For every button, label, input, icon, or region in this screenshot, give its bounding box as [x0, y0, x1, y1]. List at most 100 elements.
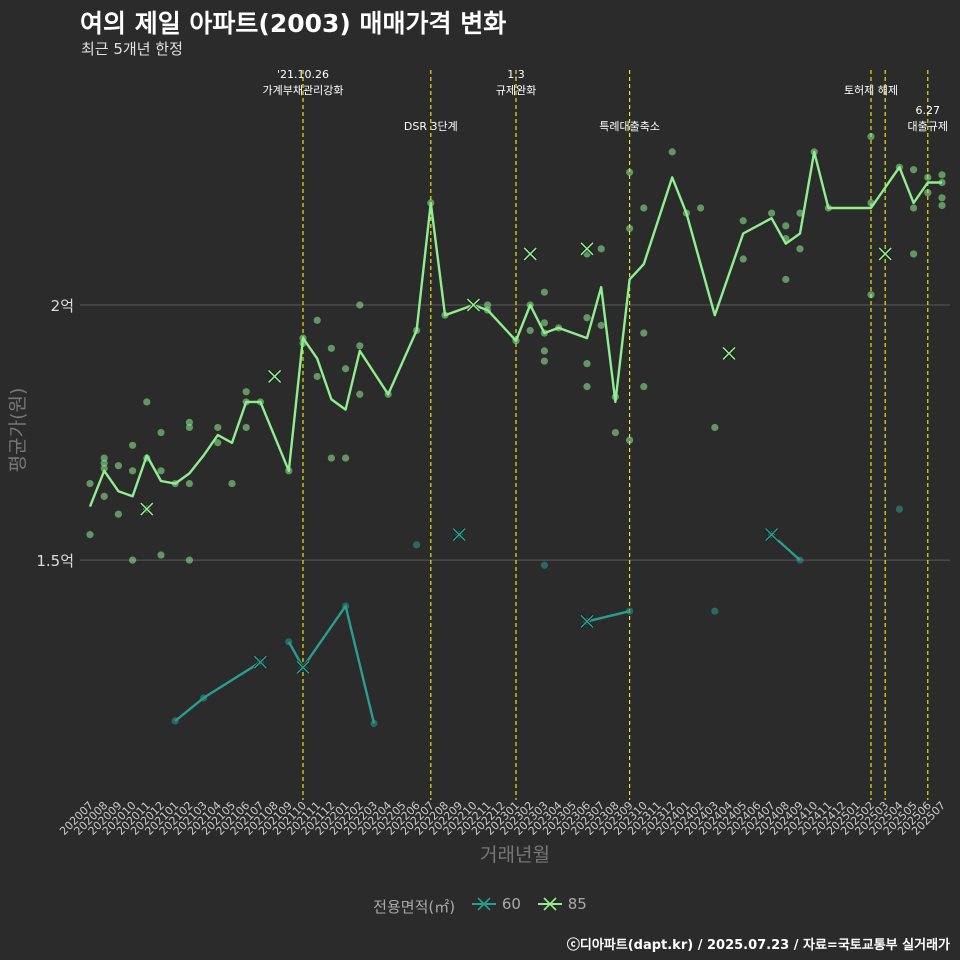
cross-marker-60 — [764, 527, 779, 542]
data-point-85 — [356, 390, 364, 398]
data-point-85 — [86, 479, 94, 488]
data-point-85 — [526, 326, 534, 335]
data-point-60 — [370, 719, 378, 728]
chart-subtitle: 최근 5개년 한정 — [81, 40, 183, 58]
data-point-60 — [540, 561, 549, 569]
data-point-85 — [796, 245, 804, 253]
data-point-85 — [356, 342, 364, 350]
data-point-85 — [540, 347, 549, 355]
data-point-85 — [924, 173, 932, 181]
data-point-85 — [356, 301, 364, 309]
data-point-85 — [626, 224, 634, 233]
y-tick-label: 2억 — [51, 297, 74, 315]
data-point-85 — [910, 166, 918, 174]
data-point-60 — [413, 541, 421, 549]
data-point-85 — [938, 201, 946, 210]
data-point-85 — [910, 250, 918, 258]
cross-marker-60 — [295, 660, 311, 675]
cross-marker-85 — [523, 246, 538, 261]
data-point-85 — [540, 319, 549, 327]
cross-marker-85 — [139, 502, 154, 517]
data-point-85 — [540, 288, 549, 296]
cross-stroke — [765, 528, 779, 542]
chart-title: 여의 제일 아파트(2003) 매매가격 변화 — [80, 9, 507, 38]
data-point-85 — [327, 454, 335, 462]
data-point-85 — [611, 428, 620, 437]
data-point-85 — [185, 479, 193, 488]
data-point-85 — [185, 418, 193, 426]
data-point-85 — [597, 321, 605, 329]
legend-title: 전용면적(㎡) — [373, 898, 456, 916]
cross-stroke — [296, 660, 310, 674]
cross-stroke — [523, 247, 537, 261]
legend-label-85: 85 — [567, 895, 587, 913]
data-point-85 — [157, 551, 165, 559]
data-point-85 — [157, 428, 165, 437]
data-point-85 — [86, 531, 94, 539]
cross-marker-60 — [452, 527, 467, 542]
data-point-85 — [910, 204, 918, 212]
legend-item-60: 60 — [470, 895, 521, 913]
legend: 전용면적(㎡) 60 85 — [0, 895, 960, 917]
data-point-85 — [640, 204, 648, 212]
cross-marker-85 — [466, 297, 481, 313]
cross-marker-60 — [253, 655, 268, 670]
cross-stroke — [580, 242, 594, 256]
data-point-85 — [242, 423, 250, 432]
data-point-85 — [100, 459, 108, 467]
data-point-85 — [157, 467, 165, 475]
cross-stroke — [268, 369, 282, 383]
data-point-60 — [895, 505, 904, 513]
data-point-85 — [185, 423, 193, 432]
event-annotation: DSR 3단계 — [404, 120, 458, 133]
data-point-85 — [711, 423, 719, 432]
data-point-85 — [228, 479, 236, 488]
data-point-85 — [597, 245, 605, 253]
cross-marker-60 — [579, 614, 595, 629]
cross-marker-85 — [878, 246, 893, 261]
data-point-85 — [100, 454, 108, 462]
data-point-85 — [214, 423, 222, 432]
legend-key-60 — [471, 897, 496, 911]
data-point-85 — [484, 301, 492, 309]
data-point-85 — [924, 189, 932, 197]
data-point-85 — [342, 454, 350, 462]
event-annotation: 대출규제 — [908, 120, 948, 133]
data-point-85 — [938, 171, 946, 179]
data-point-85 — [129, 467, 137, 475]
y-tick-label: 1.5억 — [36, 552, 74, 570]
series-line-60 — [586, 610, 630, 623]
data-point-85 — [796, 209, 804, 217]
cross-stroke — [253, 655, 267, 669]
data-point-85 — [583, 383, 591, 391]
data-point-85 — [342, 365, 350, 373]
series-line-60 — [174, 661, 262, 722]
data-point-85 — [129, 556, 137, 564]
data-point-85 — [583, 360, 591, 368]
data-point-85 — [143, 398, 151, 406]
legend-item-85: 85 — [536, 895, 587, 913]
cross-stroke — [722, 346, 736, 361]
y-axis-label: 평균가(원) — [7, 388, 29, 473]
cross-marker-85 — [579, 241, 595, 256]
event-annotation: 1.3 — [507, 68, 525, 81]
x-axis-label: 거래년월 — [480, 844, 550, 866]
data-point-85 — [867, 291, 875, 299]
series-85 — [86, 132, 946, 564]
data-point-85 — [739, 255, 747, 263]
cross-stroke — [878, 247, 892, 261]
cross-marker-85 — [267, 369, 282, 384]
data-point-85 — [100, 492, 108, 500]
data-point-85 — [938, 194, 946, 202]
event-annotation: 규제완화 — [496, 84, 536, 97]
data-point-85 — [214, 439, 222, 447]
data-point-85 — [782, 275, 790, 284]
data-point-85 — [697, 204, 705, 212]
data-point-85 — [313, 372, 321, 381]
legend-label-60: 60 — [501, 895, 521, 913]
cross-stroke — [466, 298, 480, 312]
data-point-85 — [640, 329, 648, 337]
legend-key-85 — [537, 897, 562, 911]
data-point-85 — [739, 217, 747, 225]
